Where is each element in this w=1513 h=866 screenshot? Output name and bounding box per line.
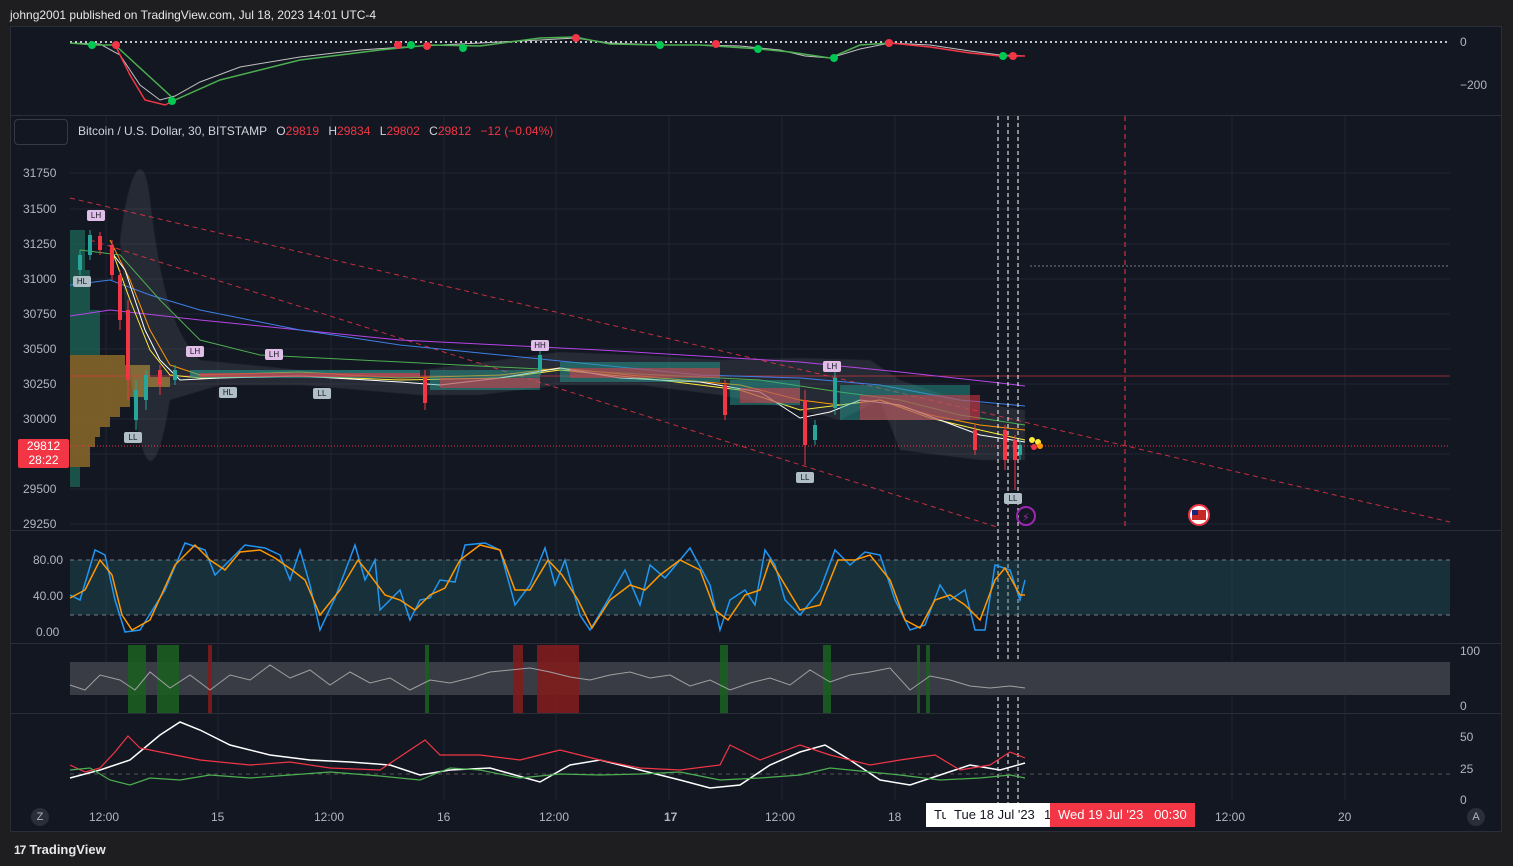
close-label: C [429, 124, 438, 138]
time-tick: 12:00 [765, 810, 796, 824]
time-tick: 12:00 [314, 810, 345, 824]
time-tick: 17 [664, 810, 678, 824]
price-tick: 29250 [23, 517, 57, 531]
bar-countdown: 28:22 [28, 453, 59, 467]
low-value: 29802 [386, 124, 420, 138]
price-tick: 31500 [23, 202, 57, 216]
pattern-label: LL [313, 388, 331, 399]
pane3-tick: 0 [1460, 699, 1467, 713]
top-pane-tick: −200 [1460, 78, 1488, 92]
pattern-label: LH [823, 361, 841, 372]
pattern-label: HL [219, 387, 237, 398]
high-label: H [328, 124, 338, 138]
pattern-label: HL [73, 276, 91, 287]
time-tick: 15 [211, 810, 225, 824]
stoch-tick: 0.00 [36, 625, 60, 639]
lightning-icon [1016, 506, 1036, 526]
auto-scale-button[interactable]: A [1467, 808, 1485, 826]
pane-separator[interactable] [10, 643, 1502, 644]
time-label-partial: 1 [1040, 803, 1050, 827]
pane-separator[interactable] [10, 115, 1502, 116]
time-tick: 18 [888, 810, 902, 824]
pane-separator[interactable] [10, 713, 1502, 714]
top-pane-tick: 0 [1460, 35, 1467, 49]
pane3-tick: 100 [1460, 644, 1481, 658]
zoom-button[interactable]: Z [31, 808, 49, 826]
pattern-label: LH [186, 346, 204, 357]
high-value: 29834 [337, 124, 371, 138]
open-value: 29819 [285, 124, 320, 138]
tradingview-logo-icon: 17 [14, 842, 26, 857]
price-tick: 30250 [23, 377, 57, 391]
pattern-label: LL [124, 432, 142, 443]
pattern-label: LL [1004, 493, 1022, 504]
pattern-label: LH [265, 349, 283, 360]
current-price-tag: 29812 28:22 [18, 439, 69, 468]
pattern-label: HH [531, 340, 549, 351]
price-tick: 30500 [23, 342, 57, 356]
future-time-label: Wed 19 Jul '23 00:30 [1050, 803, 1195, 827]
open-label: O [276, 124, 286, 138]
chart-frame[interactable] [10, 26, 1502, 832]
symbol-search-button[interactable] [14, 119, 68, 145]
pane4-tick: 25 [1460, 762, 1474, 776]
pane-separator[interactable] [10, 530, 1502, 531]
time-tick: 12:00 [89, 810, 120, 824]
price-tick: 31750 [23, 166, 57, 180]
time-tick: 20 [1338, 810, 1352, 824]
ohlc-legend: Bitcoin / U.S. Dollar, 30, BITSTAMP O298… [78, 124, 553, 138]
price-tick: 31250 [23, 237, 57, 251]
change-value: −12 (−0.04%) [480, 124, 554, 138]
symbol-label: Bitcoin / U.S. Dollar, 30, BITSTAMP [78, 124, 267, 138]
low-label: L [379, 124, 387, 138]
price-tick: 31000 [23, 272, 57, 286]
pattern-label: LH [87, 210, 105, 221]
time-tick: 12:00 [1215, 810, 1246, 824]
current-price: 29812 [26, 439, 61, 453]
stoch-tick: 80.00 [33, 553, 64, 567]
pane4-tick: 50 [1460, 730, 1474, 744]
crosshair-time-label: Tue 18 Jul '23 [946, 803, 1043, 827]
price-tick: 29500 [23, 482, 57, 496]
pattern-label: LL [796, 472, 814, 483]
price-tick: 30000 [23, 412, 57, 426]
published-header: johng2001 published on TradingView.com, … [10, 8, 377, 22]
time-tick: 16 [437, 810, 451, 824]
stoch-tick: 40.00 [33, 589, 64, 603]
tradingview-branding[interactable]: 17 TradingView [14, 842, 106, 857]
brand-name: TradingView [29, 842, 106, 857]
time-tick: 12:00 [539, 810, 570, 824]
close-value: 29812 [437, 124, 472, 138]
price-tick: 30750 [23, 307, 57, 321]
svg-text:⚡: ⚡ [1022, 511, 1030, 524]
pane4-tick: 0 [1460, 793, 1467, 807]
